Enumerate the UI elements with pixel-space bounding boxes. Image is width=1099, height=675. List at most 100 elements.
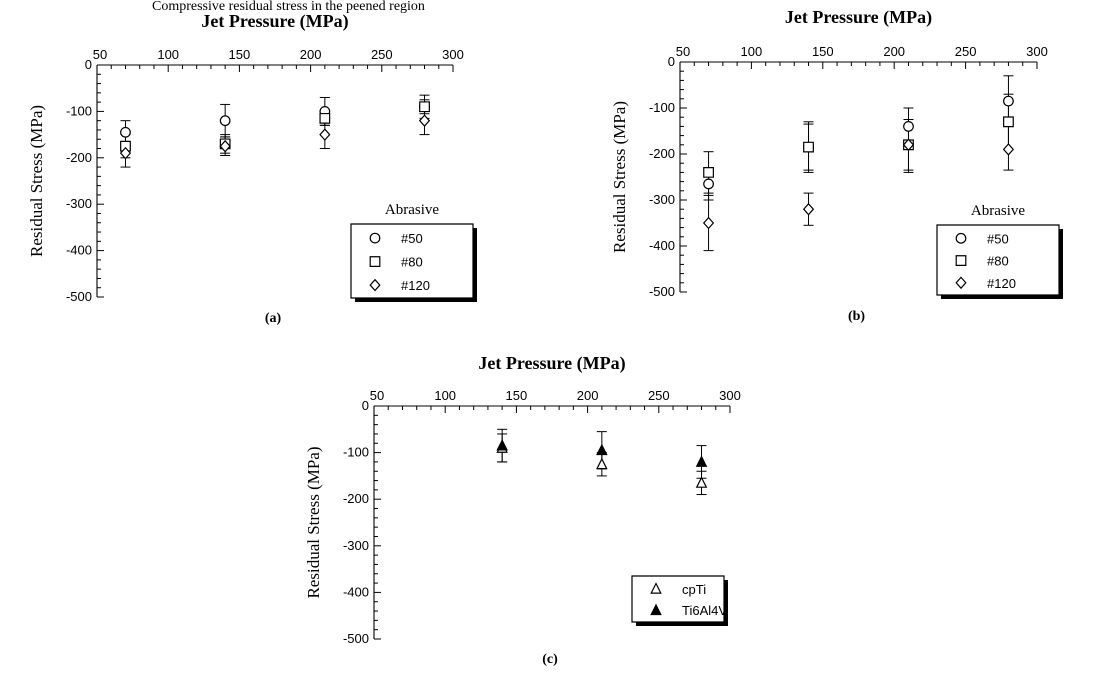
legend-marker (369, 232, 381, 244)
y-tick-label: -500 (649, 284, 675, 299)
series-80 (704, 94, 1014, 193)
x-tick-label: 200 (300, 47, 322, 62)
panel-caption: (a) (265, 311, 282, 326)
y-tick-label: 0 (668, 54, 675, 69)
legend-marker (369, 278, 381, 292)
data-point (695, 455, 708, 467)
legend: Abrasive #50 #80 #120 (937, 203, 1063, 299)
markers-120 (702, 138, 1015, 230)
legend-marker (370, 257, 380, 267)
x-tick-label: 200 (577, 388, 599, 403)
data-point (418, 114, 431, 127)
legend-label: #80 (987, 254, 1009, 269)
y-tick-label: -100 (343, 445, 369, 460)
legend-marker (956, 256, 966, 266)
legend-label: cpTi (682, 582, 706, 597)
legend-label: #120 (987, 276, 1016, 291)
data-point (702, 216, 715, 230)
data-point (496, 438, 508, 451)
x-axis-title: Jet Pressure (MPa) (201, 11, 348, 32)
markers-80 (704, 117, 1013, 177)
y-tick-label: -300 (343, 538, 369, 553)
panel-caption: (c) (542, 652, 558, 667)
data-point (596, 443, 608, 456)
series-120 (120, 107, 429, 167)
x-tick-label: 100 (157, 47, 179, 62)
data-point (902, 138, 915, 152)
data-point (420, 102, 430, 112)
data-point (219, 115, 231, 127)
data-point (703, 178, 714, 190)
x-tick-label: 50 (93, 47, 107, 62)
data-point (802, 202, 815, 216)
legend-label: #50 (401, 231, 423, 246)
x-tick-label: 300 (719, 388, 741, 403)
series-50 (120, 95, 429, 144)
markers-50 (703, 95, 1014, 190)
y-tick-label: -300 (649, 192, 675, 207)
legend-label: Ti6Al4V (682, 603, 727, 618)
y-tick-label: 0 (85, 57, 92, 72)
x-axis-title: Jet Pressure (MPa) (785, 7, 932, 28)
y-tick-label: -200 (66, 150, 92, 165)
data-point (120, 126, 131, 138)
top-text: Compressive residual stress in the peene… (152, 0, 425, 14)
x-tick-label: 200 (883, 44, 905, 59)
data-point (1004, 117, 1014, 127)
y-tick-label: 0 (362, 398, 369, 413)
y-axis-title: Residual Stress (MPa) (610, 101, 629, 253)
chart-panel-a: 50 100 150 200 250 300 0 -100 -200 -300 -400 -500 Je… (27, 11, 477, 326)
data-point (320, 114, 330, 124)
data-point (1003, 95, 1014, 107)
markers-50 (120, 101, 430, 138)
legend-label: #50 (987, 231, 1009, 246)
y-tick-label: -300 (66, 196, 92, 211)
y-tick-label: -100 (66, 103, 92, 118)
legend: Abrasive #50 #80 #120 (351, 202, 477, 302)
markers-ti6al4v (496, 438, 708, 467)
legend-title: Abrasive (971, 203, 1025, 219)
x-tick-label: 50 (676, 44, 690, 59)
legend-label: #120 (401, 278, 430, 293)
legend-marker (955, 232, 967, 244)
data-point (704, 168, 714, 178)
series-80 (120, 100, 429, 158)
y-tick-label: -400 (649, 238, 675, 253)
chart-panel-c: 50 100 150 200 250 300 0 -100 -200 -300 -400 -500 Je… (304, 353, 741, 667)
chart-panel-b: 50 100 150 200 250 300 0 -100 -200 -300 -400 -500 Je… (610, 7, 1063, 324)
data-point (804, 142, 814, 152)
data-point (119, 146, 132, 160)
y-tick-label: -100 (649, 100, 675, 115)
x-tick-label: 150 (812, 44, 834, 59)
legend-marker (650, 603, 662, 616)
markers-120 (119, 114, 431, 160)
x-tick-label: 300 (1026, 44, 1048, 59)
y-axis-title: Residual Stress (MPa) (304, 446, 323, 598)
series-50 (704, 76, 1014, 200)
x-tick-label: 250 (955, 44, 977, 59)
data-point (219, 139, 231, 153)
data-point (1002, 143, 1015, 156)
x-axis-title: Jet Pressure (MPa) (478, 353, 625, 374)
markers-80 (121, 102, 430, 151)
y-tick-label: -200 (649, 146, 675, 161)
x-tick-label: 250 (648, 388, 670, 403)
legend-label: #80 (401, 255, 423, 270)
x-tick-label: 250 (371, 47, 393, 62)
y-axis-title: Residual Stress (MPa) (27, 105, 46, 257)
legend-marker (650, 582, 662, 594)
x-tick-label: 100 (434, 388, 456, 403)
y-tick-label: -500 (66, 289, 92, 304)
x-tick-label: 100 (741, 44, 763, 59)
y-tick-label: -500 (343, 631, 369, 646)
data-point (319, 128, 331, 141)
legend-title: Abrasive (385, 202, 439, 218)
panel-caption: (b) (848, 309, 865, 324)
x-tick-label: 150 (229, 47, 251, 62)
y-tick-label: -200 (343, 491, 369, 506)
x-tick-label: 50 (370, 388, 384, 403)
data-point (903, 120, 914, 132)
x-tick-label: 300 (442, 47, 464, 62)
x-tick-label: 150 (506, 388, 528, 403)
